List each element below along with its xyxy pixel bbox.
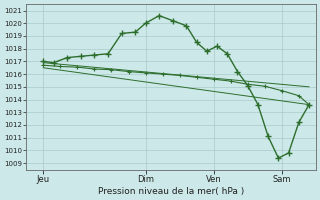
X-axis label: Pression niveau de la mer( hPa ): Pression niveau de la mer( hPa ): [98, 187, 244, 196]
